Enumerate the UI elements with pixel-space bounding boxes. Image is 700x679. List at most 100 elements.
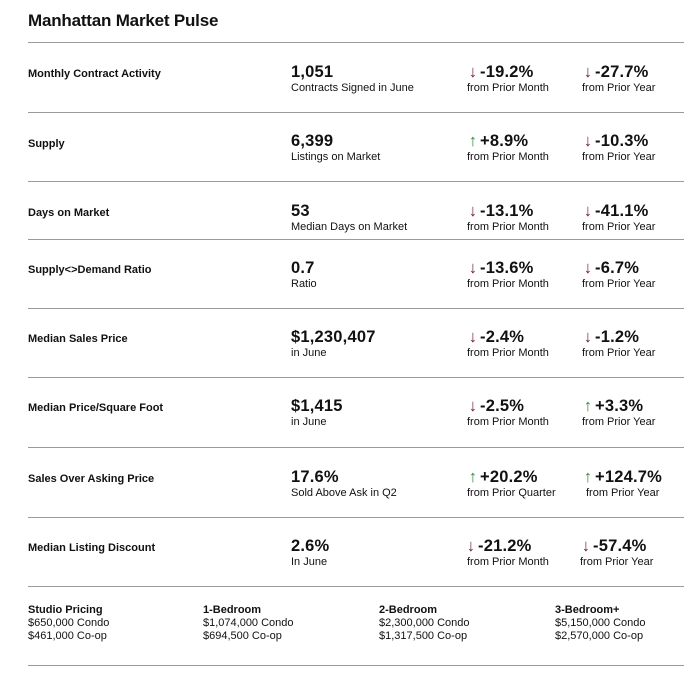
change-caption: from Prior Month <box>467 278 549 290</box>
metric-caption: Ratio <box>291 278 317 290</box>
metric-value: $1,415 <box>291 397 343 415</box>
change-caption: from Prior Month <box>467 151 549 163</box>
divider <box>28 586 684 587</box>
arrow-down-icon: ↓ <box>583 202 593 220</box>
change-prior-month: ↓ -19.2% from Prior Month <box>467 63 549 95</box>
change-value: +8.9% <box>480 132 529 150</box>
change-caption: from Prior Year <box>582 347 656 359</box>
divider <box>28 112 684 113</box>
change-caption: from Prior Month <box>467 556 549 568</box>
change-value: -2.4% <box>480 328 525 346</box>
pricing-studio: Studio Pricing $650,000 Condo $461,000 C… <box>28 604 109 643</box>
metric-caption: Sold Above Ask in Q2 <box>291 487 397 499</box>
arrow-down-icon: ↓ <box>468 259 478 277</box>
change-prior-year: ↑ +124.7% from Prior Year <box>582 468 662 500</box>
arrow-up-icon: ↑ <box>468 132 478 150</box>
pricing-coop: $1,317,500 Co-op <box>379 630 468 642</box>
change-value: +3.3% <box>595 397 644 415</box>
change-prior-month: ↑ +8.9% from Prior Month <box>467 132 549 164</box>
row-label-median-listing-discount: Median Listing Discount <box>28 542 156 554</box>
change-prior-year: ↓ -10.3% from Prior Year <box>582 132 655 164</box>
metric-median-listing-discount: 2.6% In June <box>291 537 329 569</box>
divider <box>28 377 684 378</box>
row-label-median-sales-price: Median Sales Price <box>28 333 128 345</box>
change-prior-year: ↓ -1.2% from Prior Year <box>582 328 655 360</box>
pricing-coop: $2,570,000 Co-op <box>555 630 644 642</box>
pricing-coop: $461,000 Co-op <box>28 630 107 642</box>
pricing-3-bedroom-plus: 3-Bedroom+ $5,150,000 Condo $2,570,000 C… <box>555 604 646 643</box>
change-value: -1.2% <box>595 328 640 346</box>
metric-sales-over-asking: 17.6% Sold Above Ask in Q2 <box>291 468 397 500</box>
arrow-up-icon: ↑ <box>583 468 593 486</box>
change-prior-month: ↓ -13.6% from Prior Month <box>467 259 549 291</box>
change-value: +20.2% <box>480 468 538 486</box>
change-prior-month: ↓ -2.4% from Prior Month <box>467 328 549 360</box>
pricing-coop: $694,500 Co-op <box>203 630 282 642</box>
pricing-heading: 3-Bedroom+ <box>555 604 620 616</box>
pricing-condo: $5,150,000 Condo <box>555 617 646 629</box>
row-label-days-on-market: Days on Market <box>28 207 110 219</box>
change-prior-month: ↓ -21.2% from Prior Month <box>465 537 549 569</box>
arrow-down-icon: ↓ <box>468 397 478 415</box>
metric-median-sales-price: $1,230,407 in June <box>291 328 376 360</box>
row-label-contract-activity: Monthly Contract Activity <box>28 68 161 80</box>
change-value: -27.7% <box>595 63 649 81</box>
change-caption: from Prior Year <box>580 556 654 568</box>
pricing-heading: 2-Bedroom <box>379 604 438 616</box>
change-prior-month: ↓ -13.1% from Prior Month <box>467 202 549 234</box>
change-caption: from Prior Year <box>582 151 656 163</box>
change-caption: from Prior Quarter <box>467 487 556 499</box>
change-value: -2.5% <box>480 397 525 415</box>
change-value: -41.1% <box>595 202 649 220</box>
change-value: -6.7% <box>595 259 640 277</box>
row-label-sales-over-asking: Sales Over Asking Price <box>28 473 155 485</box>
change-prior-year: ↓ -6.7% from Prior Year <box>582 259 655 291</box>
row-label-median-price-per-sqft: Median Price/Square Foot <box>28 402 164 414</box>
pricing-condo: $1,074,000 Condo <box>203 617 294 629</box>
arrow-down-icon: ↓ <box>583 132 593 150</box>
arrow-down-icon: ↓ <box>583 328 593 346</box>
divider <box>28 239 684 240</box>
metric-value: 53 <box>291 202 310 220</box>
change-prior-year: ↑ +3.3% from Prior Year <box>582 397 655 429</box>
arrow-down-icon: ↓ <box>583 259 593 277</box>
metric-value: 17.6% <box>291 468 339 486</box>
metric-caption: Contracts Signed in June <box>291 82 414 94</box>
change-value: -57.4% <box>593 537 647 555</box>
pricing-2-bedroom: 2-Bedroom $2,300,000 Condo $1,317,500 Co… <box>379 604 470 643</box>
pricing-heading: 1-Bedroom <box>203 604 262 616</box>
pricing-condo: $2,300,000 Condo <box>379 617 470 629</box>
divider <box>28 517 684 518</box>
change-caption: from Prior Year <box>582 416 656 428</box>
change-value: -10.3% <box>595 132 649 150</box>
metric-caption: Median Days on Market <box>291 221 408 233</box>
divider <box>28 308 684 309</box>
change-prior-year: ↓ -41.1% from Prior Year <box>582 202 655 234</box>
arrow-up-icon: ↑ <box>468 468 478 486</box>
arrow-up-icon: ↑ <box>583 397 593 415</box>
change-caption: from Prior Month <box>467 82 549 94</box>
divider <box>28 42 684 43</box>
change-caption: from Prior Year <box>582 278 656 290</box>
pricing-condo: $650,000 Condo <box>28 617 110 629</box>
change-caption: from Prior Year <box>582 221 656 233</box>
pricing-heading: Studio Pricing <box>28 604 103 616</box>
row-label-supply-demand-ratio: Supply<>Demand Ratio <box>28 264 152 276</box>
metric-caption: in June <box>291 347 327 359</box>
metric-caption: in June <box>291 416 327 428</box>
change-caption: from Prior Month <box>467 416 549 428</box>
metric-caption: Listings on Market <box>291 151 381 163</box>
change-value: -19.2% <box>480 63 534 81</box>
change-prior-year: ↓ -27.7% from Prior Year <box>582 63 655 95</box>
arrow-down-icon: ↓ <box>583 63 593 81</box>
change-caption: from Prior Month <box>467 221 549 233</box>
arrow-down-icon: ↓ <box>468 63 478 81</box>
change-prior-year: ↓ -57.4% from Prior Year <box>580 537 653 569</box>
metric-contract-activity: 1,051 Contracts Signed in June <box>291 63 414 95</box>
metric-value: 0.7 <box>291 259 315 277</box>
metric-supply: 6,399 Listings on Market <box>291 132 380 164</box>
change-prior-month: ↓ -2.5% from Prior Month <box>467 397 549 429</box>
metric-days-on-market: 53 Median Days on Market <box>291 202 407 234</box>
row-label-supply: Supply <box>28 138 65 150</box>
metric-median-price-per-sqft: $1,415 in June <box>291 397 343 429</box>
